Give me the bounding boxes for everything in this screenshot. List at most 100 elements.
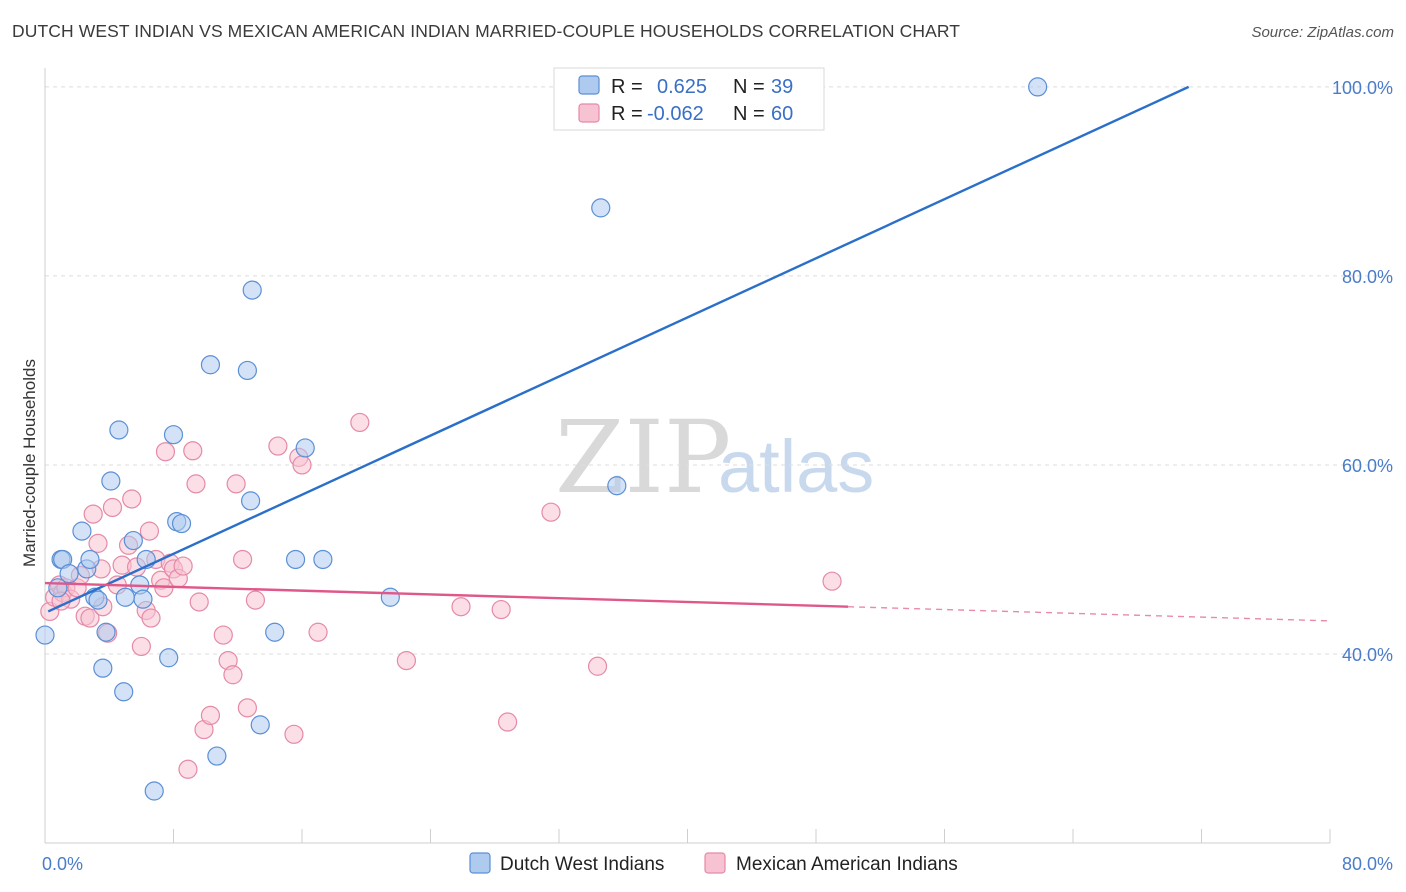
data-point — [115, 587, 135, 607]
axes — [44, 68, 1331, 844]
data-point — [173, 556, 193, 576]
series-dutch-west-indians-points — [35, 77, 1048, 801]
data-point — [451, 597, 471, 617]
data-point — [200, 355, 221, 375]
data-point — [59, 564, 79, 584]
x-tick-label: 80.0% — [1342, 854, 1393, 874]
data-point — [541, 502, 561, 522]
data-point — [93, 658, 113, 678]
data-point — [245, 590, 266, 610]
data-point — [313, 549, 333, 570]
data-point — [268, 436, 288, 456]
legend-r-label-2: R = — [611, 103, 643, 125]
data-point — [178, 759, 198, 779]
trend-lines — [44, 85, 1331, 622]
data-point — [144, 781, 164, 801]
data-point — [213, 625, 233, 645]
data-point — [250, 715, 270, 735]
correlation-legend: R = 0.625 N = 39 R = -0.062 N = 60 — [553, 67, 825, 131]
data-point — [83, 504, 103, 524]
x-tick-label: 0.0% — [42, 854, 83, 874]
data-point — [226, 474, 246, 494]
data-point — [308, 622, 328, 642]
data-point — [292, 455, 312, 475]
legend-r-value-1: 0.625 — [657, 76, 707, 98]
data-point — [141, 608, 161, 628]
watermark-atlas: atlas — [718, 425, 874, 508]
data-point — [241, 491, 261, 511]
data-point — [237, 360, 257, 381]
y-tick-label: 80.0% — [1342, 267, 1393, 287]
data-point — [122, 489, 142, 509]
source-label: Source: ZipAtlas.com — [1251, 24, 1394, 41]
bottom-legend-swatch-pink — [704, 852, 726, 874]
data-point — [822, 571, 842, 591]
y-tick-label: 40.0% — [1342, 645, 1393, 665]
data-point — [207, 746, 227, 766]
data-point — [350, 412, 370, 433]
data-point — [114, 682, 134, 702]
series-legend: Dutch West Indians Mexican American Indi… — [469, 852, 958, 875]
legend-n-value-2: 60 — [771, 103, 793, 125]
data-point — [491, 599, 511, 620]
data-point — [101, 471, 121, 491]
legend-r-value-2: -0.062 — [647, 103, 704, 125]
data-point — [109, 420, 129, 440]
data-point — [183, 441, 203, 461]
data-point — [139, 521, 160, 541]
data-point — [159, 648, 179, 668]
legend-swatch-pink — [578, 103, 600, 123]
data-point — [380, 587, 400, 607]
data-point — [96, 622, 116, 642]
legend-r-label-1: R = — [611, 76, 643, 98]
legend-n-label-2: N = — [733, 103, 765, 125]
data-point — [223, 665, 243, 685]
legend-n-value-1: 39 — [771, 76, 793, 98]
grid-lines — [45, 86, 1392, 655]
x-tick-labels: 0.0% 80.0% — [42, 854, 1393, 874]
chart-title: DUTCH WEST INDIAN VS MEXICAN AMERICAN IN… — [12, 21, 961, 41]
data-point — [80, 608, 100, 628]
watermark-zip: ZIP — [555, 399, 731, 516]
data-point — [265, 622, 285, 642]
data-point — [133, 589, 153, 609]
data-point — [591, 198, 611, 218]
data-point — [498, 712, 518, 732]
trend-line-mexican-american-indians-extension — [848, 606, 1331, 622]
data-point — [587, 656, 608, 676]
data-point — [131, 636, 151, 657]
trend-line-mexican-american-indians — [44, 581, 849, 608]
y-tick-label: 100.0% — [1332, 78, 1393, 98]
data-point — [163, 425, 184, 445]
trend-line-dutch-west-indians — [47, 85, 1190, 613]
data-point — [1028, 77, 1048, 97]
data-point — [155, 442, 176, 462]
data-point — [80, 549, 100, 570]
data-point — [171, 513, 192, 534]
data-point — [189, 592, 209, 612]
data-point — [88, 590, 108, 610]
data-point — [285, 549, 306, 570]
data-point — [607, 476, 627, 496]
y-tick-labels: 40.0% 60.0% 80.0% 100.0% — [1332, 78, 1393, 665]
data-point — [102, 497, 123, 518]
y-tick-label: 60.0% — [1342, 456, 1393, 476]
bottom-legend-label-blue: Dutch West Indians — [500, 854, 664, 875]
data-point — [123, 530, 143, 551]
bottom-legend-swatch-blue — [469, 852, 491, 874]
data-point — [88, 533, 108, 553]
legend-swatch-blue — [578, 75, 600, 95]
data-point — [200, 705, 221, 726]
data-point — [186, 474, 206, 494]
data-point — [396, 650, 417, 671]
data-point — [284, 724, 304, 744]
bottom-legend-label-pink: Mexican American Indians — [736, 854, 958, 875]
data-point — [35, 625, 55, 645]
data-point — [237, 698, 257, 718]
legend-n-label-1: N = — [733, 76, 765, 98]
y-axis-label: Married-couple Households — [20, 359, 39, 567]
data-point — [242, 280, 262, 300]
data-point — [295, 438, 315, 458]
data-point — [232, 549, 253, 570]
